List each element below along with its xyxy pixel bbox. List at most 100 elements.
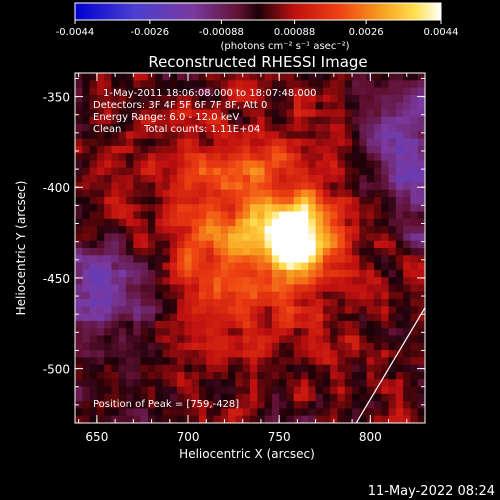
heatmap-cell — [89, 371, 98, 380]
heatmap-cell — [206, 189, 215, 198]
heatmap-cell — [213, 357, 222, 366]
heatmap-cell — [330, 320, 339, 329]
heatmap-cell — [381, 262, 390, 271]
heatmap-cell — [410, 116, 419, 125]
heatmap-cell — [344, 401, 353, 410]
heatmap-cell — [75, 269, 83, 278]
heatmap-cell — [147, 131, 156, 140]
heatmap-cell — [271, 116, 280, 125]
heatmap-cell — [177, 335, 185, 344]
heatmap-cell — [352, 182, 360, 191]
heatmap-cell — [359, 131, 368, 140]
heatmap-cell — [264, 371, 273, 380]
heatmap-cell — [89, 175, 98, 183]
heatmap-cell — [352, 328, 360, 337]
heatmap-cell — [330, 109, 339, 118]
heatmap-cell — [403, 196, 412, 205]
heatmap-cell — [162, 145, 171, 154]
heatmap-cell — [155, 145, 164, 154]
heatmap-cell — [373, 364, 382, 373]
heatmap-cell — [206, 167, 215, 176]
heatmap-cell — [111, 277, 120, 286]
heatmap-cell — [359, 248, 368, 256]
heatmap-cell — [344, 80, 353, 89]
heatmap-cell — [140, 299, 149, 307]
heatmap-cell — [89, 335, 98, 344]
heatmap-cell — [118, 131, 127, 140]
heatmap-cell — [118, 116, 127, 125]
heatmap-cell — [133, 94, 142, 103]
heatmap-cell — [381, 131, 390, 140]
x-tick-label: 650 — [85, 430, 108, 444]
heatmap-cell — [359, 189, 368, 198]
heatmap-cell — [147, 182, 156, 191]
heatmap-cell — [373, 87, 382, 96]
heatmap-cell — [177, 291, 185, 300]
heatmap-cell — [395, 284, 404, 293]
heatmap-cell — [89, 269, 98, 278]
heatmap-cell — [235, 328, 244, 337]
heatmap-cell — [373, 73, 382, 81]
heatmap-cell — [126, 160, 134, 169]
heatmap-cell — [308, 415, 317, 423]
heatmap-cell — [191, 145, 200, 154]
heatmap-cell — [352, 364, 360, 373]
heatmap-cell — [213, 218, 222, 227]
heatmap-cell — [359, 328, 368, 337]
heatmap-cell — [242, 167, 251, 176]
heatmap-cell — [417, 386, 425, 395]
heatmap-cell — [366, 124, 375, 132]
heatmap-cell — [344, 138, 353, 147]
colorbar-tick-label: 0.00088 — [274, 27, 315, 38]
heatmap-cell — [89, 313, 98, 322]
heatmap-cell — [242, 218, 251, 227]
heatmap-cell — [250, 364, 258, 373]
heatmap-cell — [242, 350, 251, 358]
heatmap-cell — [198, 306, 207, 315]
heatmap-cell — [344, 218, 353, 227]
heatmap-cell — [352, 306, 360, 315]
heatmap-cell — [198, 80, 207, 89]
heatmap-cell — [250, 379, 258, 388]
heatmap-cell — [293, 240, 302, 249]
heatmap-cell — [264, 401, 273, 410]
heatmap-cell — [308, 160, 317, 169]
heatmap-cell — [133, 350, 142, 358]
heatmap-cell — [126, 335, 134, 344]
heatmap-cell — [220, 240, 229, 249]
heatmap-cell — [162, 87, 171, 96]
heatmap-cell — [89, 131, 98, 140]
heatmap-cell — [301, 94, 309, 103]
heatmap-cell — [410, 306, 419, 315]
heatmap-cell — [417, 226, 425, 235]
heatmap-cell — [147, 167, 156, 176]
heatmap-cell — [96, 109, 105, 118]
heatmap-cell — [381, 102, 390, 111]
heatmap-cell — [169, 408, 178, 417]
heatmap-cell — [126, 357, 134, 366]
heatmap-cell — [162, 131, 171, 140]
heatmap-cell — [89, 291, 98, 300]
heatmap-cell — [206, 291, 215, 300]
heatmap-cell — [147, 175, 156, 183]
heatmap-cell — [417, 299, 425, 307]
heatmap-cell — [213, 211, 222, 220]
heatmap-cell — [279, 87, 288, 96]
heatmap-cell — [322, 379, 331, 388]
heatmap-cell — [140, 386, 149, 395]
heatmap-cell — [279, 175, 288, 183]
heatmap-cell — [184, 393, 193, 402]
heatmap-cell — [410, 371, 419, 380]
heatmap-cell — [104, 116, 113, 125]
heatmap-cell — [271, 189, 280, 198]
heatmap-cell — [410, 153, 419, 162]
heatmap-cell — [250, 291, 258, 300]
heatmap-cell — [126, 124, 134, 132]
heatmap-cell — [140, 145, 149, 154]
heatmap-cell — [286, 233, 295, 242]
heatmap-cell — [82, 408, 91, 417]
heatmap-cell — [133, 291, 142, 300]
heatmap-cell — [96, 306, 105, 315]
heatmap-cell — [104, 262, 113, 271]
heatmap-cell — [373, 262, 382, 271]
